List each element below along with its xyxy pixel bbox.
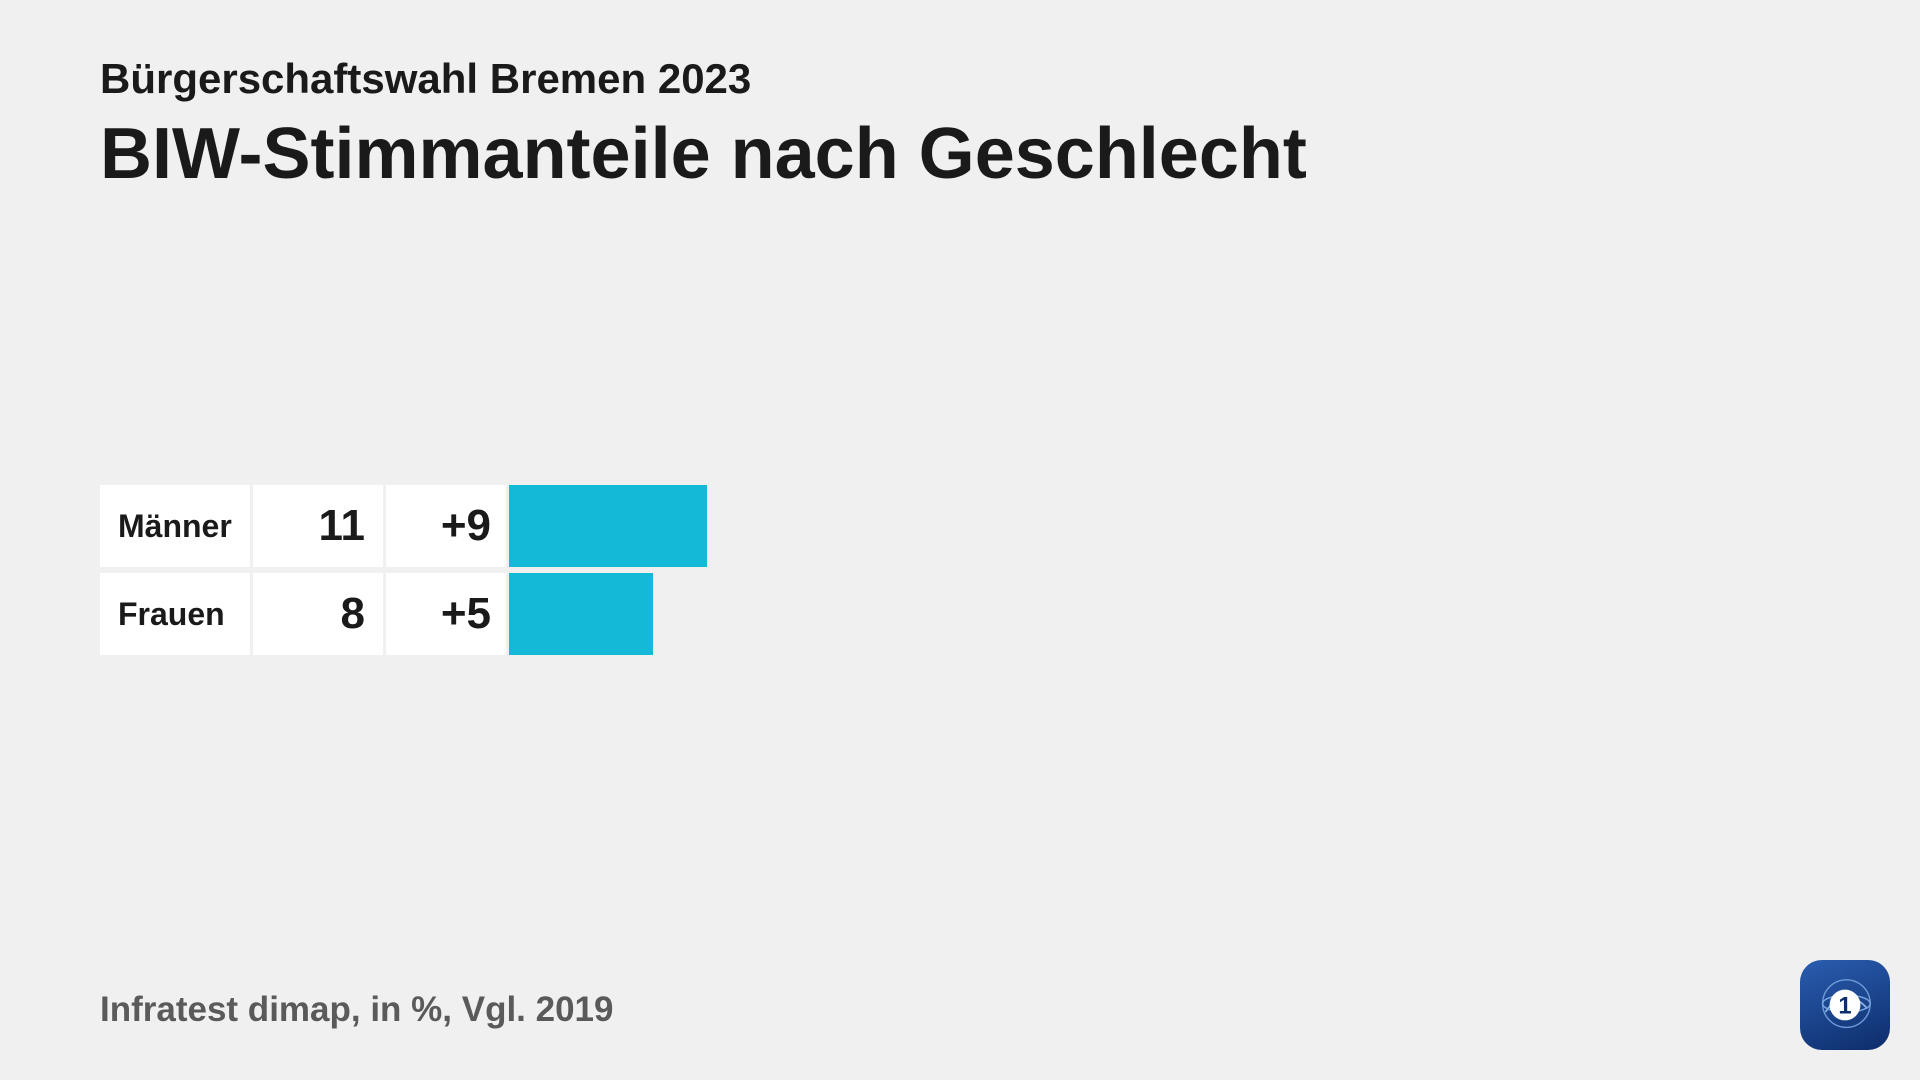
subtitle: Bürgerschaftswahl Bremen 2023 [100,55,1820,103]
chart-body: Männer 11 +9 Frauen 8 +5 [100,485,1820,655]
row-change: +5 [386,573,506,655]
svg-text:1: 1 [1838,992,1851,1019]
source-footer: Infratest dimap, in %, Vgl. 2019 [100,990,613,1030]
chart-row: Frauen 8 +5 [100,573,1820,655]
chart-title: BIW-Stimmanteile nach Geschlecht [100,113,1820,195]
ard-1-icon: 1 [1810,970,1880,1040]
bar-track [509,573,1820,655]
row-value: 11 [253,485,383,567]
chart-frame: Bürgerschaftswahl Bremen 2023 BIW-Stimma… [0,0,1920,1080]
bar-track [509,485,1820,567]
row-label: Männer [100,485,250,567]
row-value: 8 [253,573,383,655]
chart-row: Männer 11 +9 [100,485,1820,567]
row-label: Frauen [100,573,250,655]
row-change: +9 [386,485,506,567]
bar [509,573,653,655]
broadcaster-logo: 1 [1800,960,1890,1050]
bar [509,485,707,567]
